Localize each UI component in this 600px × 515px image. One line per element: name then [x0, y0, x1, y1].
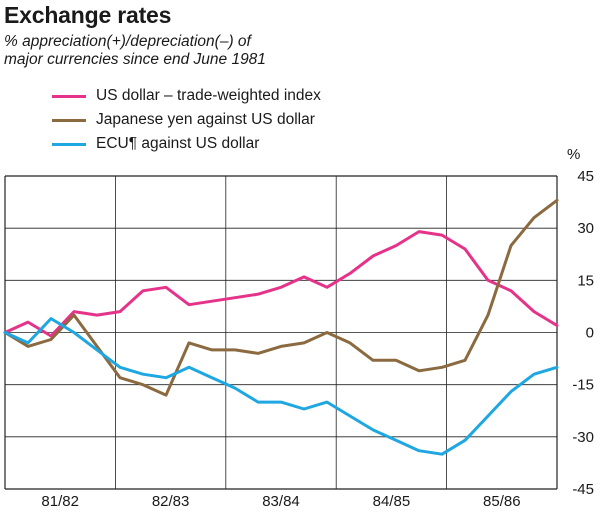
y-tick-label: -45 — [572, 481, 594, 498]
chart-subtitle: % appreciation(+)/depreciation(–) of maj… — [4, 33, 424, 69]
subtitle-line-2: major currencies since end June 1981 — [4, 51, 266, 68]
x-tick-label: 81/82 — [41, 493, 79, 510]
y-tick-label: -15 — [572, 377, 594, 394]
x-tick-label: 84/85 — [373, 493, 411, 510]
yen-series-line — [3, 198, 559, 397]
legend-swatch-ecu — [52, 142, 86, 146]
y-tick-label: 45 — [577, 168, 594, 185]
legend-label-yen: Japanese yen against US dollar — [96, 111, 315, 128]
legend-item-yen: Japanese yen against US dollar — [52, 108, 321, 132]
legend-item-usd: US dollar – trade-weighted index — [52, 84, 321, 108]
legend-swatch-usd — [52, 94, 86, 98]
legend-swatch-yen — [52, 118, 86, 122]
y-tick-label: -30 — [572, 429, 594, 446]
chart-legend: US dollar – trade-weighted index Japanes… — [52, 84, 321, 156]
x-tick-label: 85/86 — [483, 493, 521, 510]
y-axis-unit: % — [567, 146, 581, 163]
ecu-series-line — [3, 317, 559, 456]
subtitle-line-1: % appreciation(+)/depreciation(–) of — [4, 33, 251, 50]
chart-title: Exchange rates — [4, 2, 172, 28]
x-tick-label: 83/84 — [262, 493, 300, 510]
y-tick-label: 0 — [586, 325, 594, 342]
legend-label-ecu: ECU¶ against US dollar — [96, 135, 260, 152]
x-tick-label: 82/83 — [152, 493, 190, 510]
legend-item-ecu: ECU¶ against US dollar — [52, 132, 321, 156]
legend-label-usd: US dollar – trade-weighted index — [96, 87, 321, 104]
y-tick-label: 15 — [577, 272, 594, 289]
usd-series-line — [3, 230, 559, 338]
y-tick-label: 30 — [577, 220, 594, 237]
